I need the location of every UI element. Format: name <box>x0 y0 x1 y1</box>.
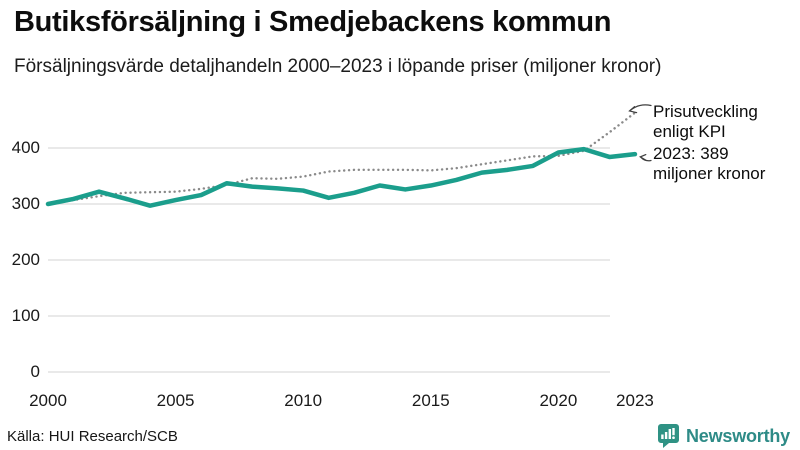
x-tick-label: 2000 <box>29 391 67 410</box>
page-title: Butiksförsäljning i Smedjebackens kommun <box>14 6 612 38</box>
sales-annotation-line1: 2023: 389 <box>653 144 729 163</box>
sales-annotation: 2023: 389 miljoner kronor <box>653 144 765 184</box>
x-tick-label: 2020 <box>539 391 578 410</box>
kpi-line <box>46 111 637 206</box>
y-tick-label: 0 <box>30 362 40 381</box>
source-credit: Källa: HUI Research/SCB <box>7 428 178 445</box>
x-tick-label: 2010 <box>284 391 323 410</box>
data-series <box>45 111 638 208</box>
kpi-annotation-line1: Prisutveckling <box>653 102 758 121</box>
newsworthy-icon <box>657 424 679 448</box>
sales-arrowhead <box>638 154 647 161</box>
y-tick-label: 100 <box>11 306 40 325</box>
y-tick-label: 200 <box>11 250 40 269</box>
y-tick-label: 400 <box>11 138 40 157</box>
x-tick-label: 2023 <box>616 391 654 410</box>
sales-annotation-line2: miljoner kronor <box>653 164 766 183</box>
x-tick-label: 2005 <box>156 391 195 410</box>
chart-subtitle: Försäljningsvärde detaljhandeln 2000–202… <box>14 56 662 77</box>
y-tick-label: 300 <box>11 194 40 213</box>
kpi-annotation-line2: enligt KPI <box>653 122 726 141</box>
annotation-arrows <box>628 104 652 162</box>
kpi-annotation: Prisutveckling enligt KPI <box>653 102 758 142</box>
kpi-arrowhead <box>628 106 638 114</box>
x-tick-label: 2015 <box>411 391 450 410</box>
sales-line <box>45 146 638 208</box>
brand-logo: Newsworthy <box>656 423 790 449</box>
brand-wordmark: Newsworthy <box>685 425 790 446</box>
gridlines <box>48 147 610 373</box>
